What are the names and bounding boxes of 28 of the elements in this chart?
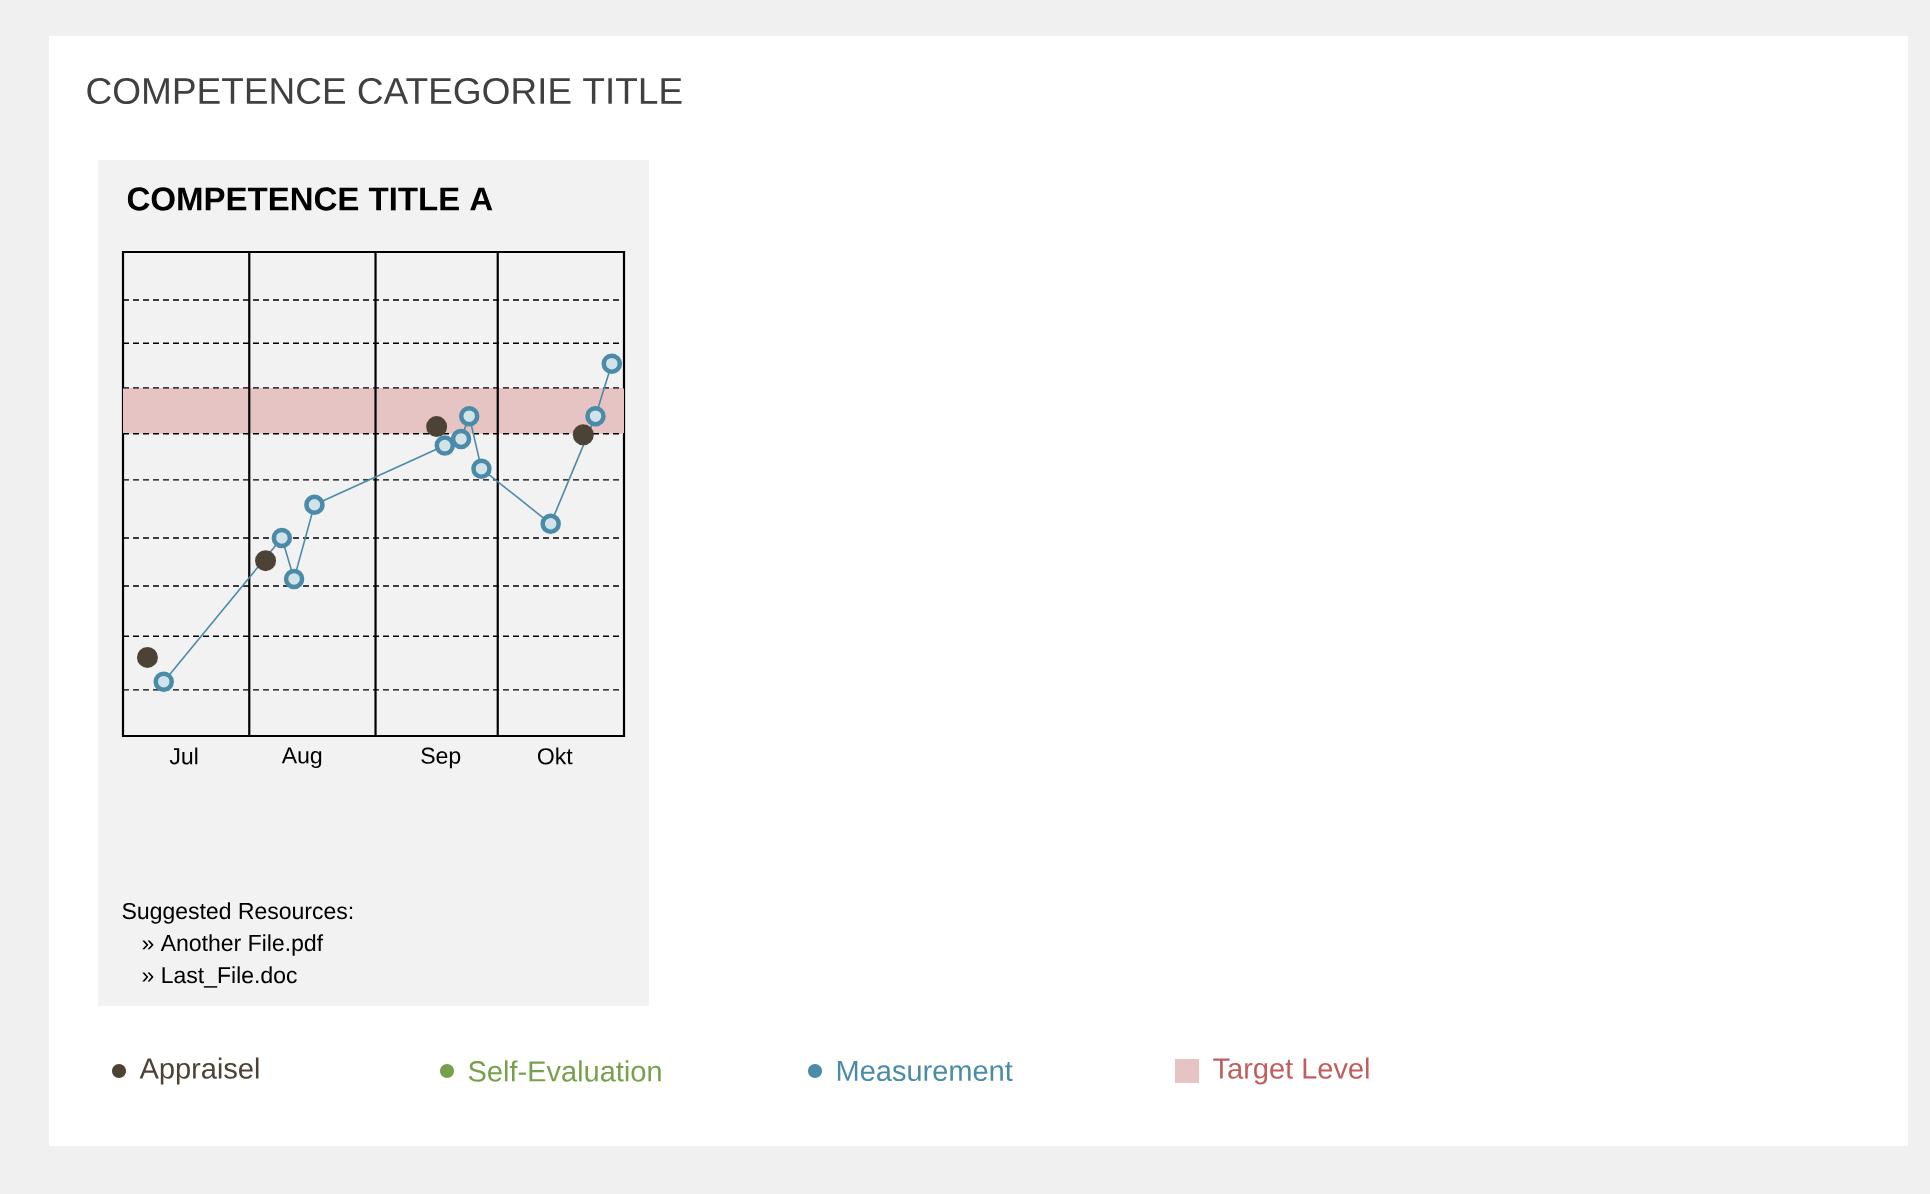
point [450, 428, 472, 450]
point [471, 458, 492, 479]
text: » Last_File.doc [142, 966, 297, 988]
legend-label: Appraisel [139, 1057, 259, 1085]
text: Self-Evaluation [468, 1060, 661, 1082]
text: Suggested Resources: [122, 902, 353, 924]
point [601, 353, 623, 374]
x-tick-label: Aug [281, 747, 322, 769]
x-tick-label: Sep [421, 747, 461, 769]
point [585, 405, 606, 427]
x-tick-label: Okt [537, 747, 573, 765]
point [255, 550, 277, 572]
legend-label: Target Level [1213, 1057, 1369, 1085]
chart-subtitle: COMPETENCE TITLE A [127, 187, 493, 211]
point [434, 435, 456, 456]
point [153, 671, 174, 692]
legend-label: Measurement [837, 1060, 1013, 1082]
point [458, 405, 480, 427]
point [426, 416, 448, 438]
point [136, 646, 158, 668]
point [271, 527, 293, 549]
point [572, 424, 594, 446]
point [540, 513, 561, 535]
x-tick-label: Jul [169, 747, 198, 765]
point [304, 494, 325, 516]
point [283, 568, 305, 590]
text: » Another File.pdf [142, 934, 324, 956]
chart-title: COMPETENCE CATEGORIE TITLE [87, 77, 682, 105]
